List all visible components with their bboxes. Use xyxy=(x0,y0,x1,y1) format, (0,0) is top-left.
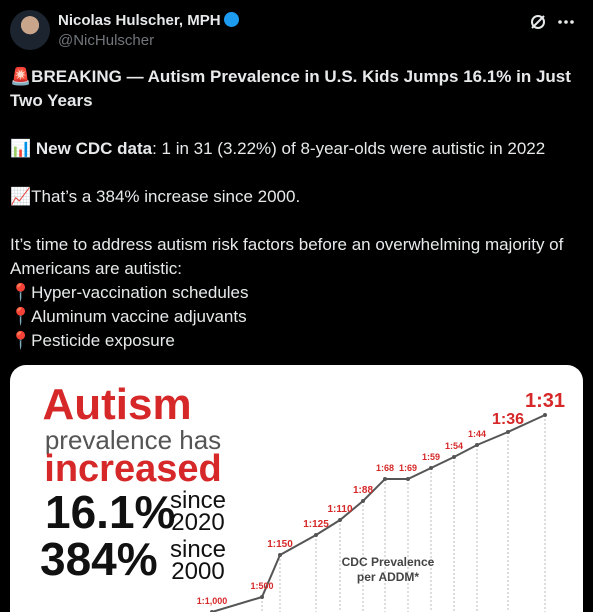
point-label: 1:150 xyxy=(267,539,293,550)
avatar[interactable] xyxy=(10,10,50,50)
point-label: 1:31 xyxy=(525,390,565,412)
increase-text: That’s a 384% increase since 2000. xyxy=(31,187,301,206)
point xyxy=(383,477,387,481)
stat-year: 2000 xyxy=(171,558,224,585)
point xyxy=(314,533,318,537)
chart-label: per ADDM* xyxy=(357,570,420,584)
chart-label: CDC Prevalence xyxy=(342,555,435,569)
point-label: 1:125 xyxy=(303,519,329,530)
point-label: 1:44 xyxy=(468,429,486,439)
risk-text: Hyper-vaccination schedules xyxy=(31,283,249,302)
image-title-end: increased xyxy=(44,448,221,490)
call-text: It’s time to address autism risk factors… xyxy=(10,235,564,278)
author-name[interactable]: Nicolas Hulscher, MPH xyxy=(58,12,239,29)
stat-since: since xyxy=(170,536,226,563)
point-label: 1:68 xyxy=(376,463,394,473)
increase-line: 📈That’s a 384% increase since 2000. xyxy=(10,185,575,209)
risk-item: 📍Pesticide exposure xyxy=(10,329,575,353)
point xyxy=(361,499,365,503)
cdc-line: 📊 New CDC data: 1 in 31 (3.22%) of 8-yea… xyxy=(10,137,575,161)
emoji: 📈 xyxy=(10,187,32,206)
cdc-label: New CDC data xyxy=(35,139,153,158)
risk-text: Aluminum vaccine adjuvants xyxy=(31,307,247,326)
point-label: 1:1,000 xyxy=(197,596,228,606)
point xyxy=(543,413,547,417)
risk-list: 📍Hyper-vaccination schedules 📍Aluminum va… xyxy=(10,281,575,353)
point xyxy=(338,518,342,522)
image-background xyxy=(10,365,583,612)
risk-text: Pesticide exposure xyxy=(31,331,175,350)
point xyxy=(475,443,479,447)
point-label: 1:36 xyxy=(492,411,524,428)
stat-since: since xyxy=(170,487,226,514)
emoji: 📍 xyxy=(10,331,32,350)
stat-value: 16.1% xyxy=(45,486,175,538)
point xyxy=(452,455,456,459)
point-label: 1:54 xyxy=(445,441,463,451)
risk-item: 📍Hyper-vaccination schedules xyxy=(10,281,575,305)
emoji: 🚨 xyxy=(10,67,32,86)
grok-icon[interactable] xyxy=(528,12,548,32)
point-label: 1:59 xyxy=(422,452,440,462)
headline: 🚨BREAKING — Autism Prevalence in U.S. Ki… xyxy=(10,65,575,113)
point-label: 1:110 xyxy=(327,504,352,515)
point-label: 1:69 xyxy=(399,463,417,473)
stat-value: 384% xyxy=(40,533,158,585)
image-subtitle: prevalence has xyxy=(45,425,221,455)
emoji: 📍 xyxy=(10,307,32,326)
verified-badge xyxy=(223,12,239,27)
author-name-text[interactable]: Nicolas Hulscher, MPH xyxy=(58,12,221,29)
point xyxy=(260,595,264,599)
stat-year: 2020 xyxy=(171,509,224,536)
headline-text: BREAKING — Autism Prevalence in U.S. Kid… xyxy=(10,67,571,110)
point xyxy=(406,477,410,481)
emoji: 📍 xyxy=(10,283,32,302)
emoji: 📊 xyxy=(10,139,32,158)
point xyxy=(210,610,214,612)
tweet-text: 🚨BREAKING — Autism Prevalence in U.S. Ki… xyxy=(10,65,575,353)
point-label: 1:88 xyxy=(353,485,373,496)
more-button[interactable] xyxy=(556,12,576,32)
point-label: 1:500 xyxy=(250,581,273,591)
risk-item: 📍Aluminum vaccine adjuvants xyxy=(10,305,575,329)
point xyxy=(429,466,433,470)
image-title: Autism xyxy=(42,380,191,429)
point xyxy=(506,430,510,434)
cdc-text: : 1 in 31 (3.22%) of 8-year-olds were au… xyxy=(152,139,546,158)
author-handle[interactable]: @NicHulscher xyxy=(58,32,155,49)
point xyxy=(278,553,282,557)
